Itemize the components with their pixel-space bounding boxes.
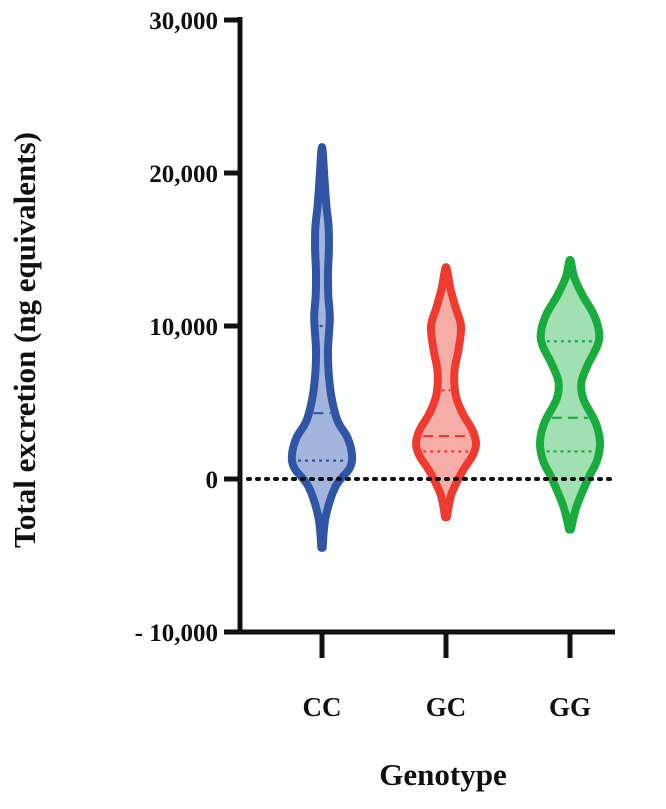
x-tick-label-gg: GG — [549, 692, 591, 722]
y-axis-label: Total excretion (ng equivalents) — [7, 132, 42, 548]
violin-gg — [535, 255, 605, 534]
y-axis: 30,000 20,000 10,000 0 - 10,000 — [135, 8, 243, 647]
y-tick-label: - 10,000 — [135, 620, 218, 647]
y-tick-label: 0 — [206, 467, 219, 494]
y-tick-label: 10,000 — [149, 314, 218, 341]
y-tick-label: 30,000 — [149, 8, 218, 35]
violins-layer — [287, 143, 605, 552]
violin-body-gg — [535, 255, 605, 534]
x-axis: CC GC GG — [238, 629, 615, 722]
x-axis-label: Genotype — [379, 757, 506, 792]
violin-gc — [412, 263, 480, 522]
y-tick-label: 20,000 — [149, 161, 218, 188]
x-tick-label-gc: GC — [426, 692, 467, 722]
x-tick-label-cc: CC — [303, 692, 342, 722]
violin-body-cc — [287, 143, 357, 552]
violin-cc — [287, 143, 357, 552]
violin-body-gc — [412, 263, 480, 522]
